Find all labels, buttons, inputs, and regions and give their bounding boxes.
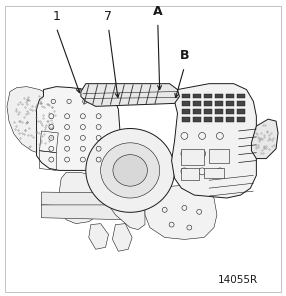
Polygon shape [172, 84, 256, 198]
Bar [181, 149, 204, 165]
Polygon shape [89, 224, 108, 249]
Bar [182, 94, 190, 99]
Polygon shape [81, 84, 180, 106]
Text: 7: 7 [104, 9, 112, 22]
Bar [215, 109, 223, 114]
Text: B: B [180, 49, 189, 62]
Polygon shape [145, 185, 217, 239]
Polygon shape [37, 87, 125, 170]
Bar [215, 94, 223, 99]
Bar [215, 117, 223, 122]
Polygon shape [41, 192, 132, 208]
Bar [237, 102, 245, 106]
Polygon shape [93, 175, 145, 230]
Polygon shape [7, 87, 61, 155]
Bar [193, 117, 201, 122]
Bar [209, 149, 229, 163]
Text: 1: 1 [52, 9, 60, 22]
Ellipse shape [86, 128, 174, 212]
Bar [204, 94, 212, 99]
Polygon shape [59, 172, 101, 224]
Bar [237, 109, 245, 114]
Bar [193, 102, 201, 106]
Bar [237, 117, 245, 122]
Bar [237, 94, 245, 99]
Bar [226, 102, 234, 106]
Bar [204, 168, 224, 178]
Bar [181, 168, 199, 180]
Bar [182, 102, 190, 106]
Bar [226, 117, 234, 122]
Polygon shape [251, 119, 278, 159]
Bar [182, 109, 190, 114]
Bar [204, 117, 212, 122]
Ellipse shape [101, 143, 160, 198]
Bar [182, 117, 190, 122]
Bar [193, 94, 201, 99]
Bar [226, 109, 234, 114]
Bar [193, 109, 201, 114]
Bar [204, 109, 212, 114]
Text: A: A [153, 5, 163, 18]
Ellipse shape [113, 155, 148, 186]
Text: 14055R: 14055R [218, 275, 258, 285]
Bar [204, 102, 212, 106]
Polygon shape [41, 205, 128, 220]
Bar [226, 94, 234, 99]
Bar [215, 102, 223, 106]
Polygon shape [112, 224, 132, 251]
